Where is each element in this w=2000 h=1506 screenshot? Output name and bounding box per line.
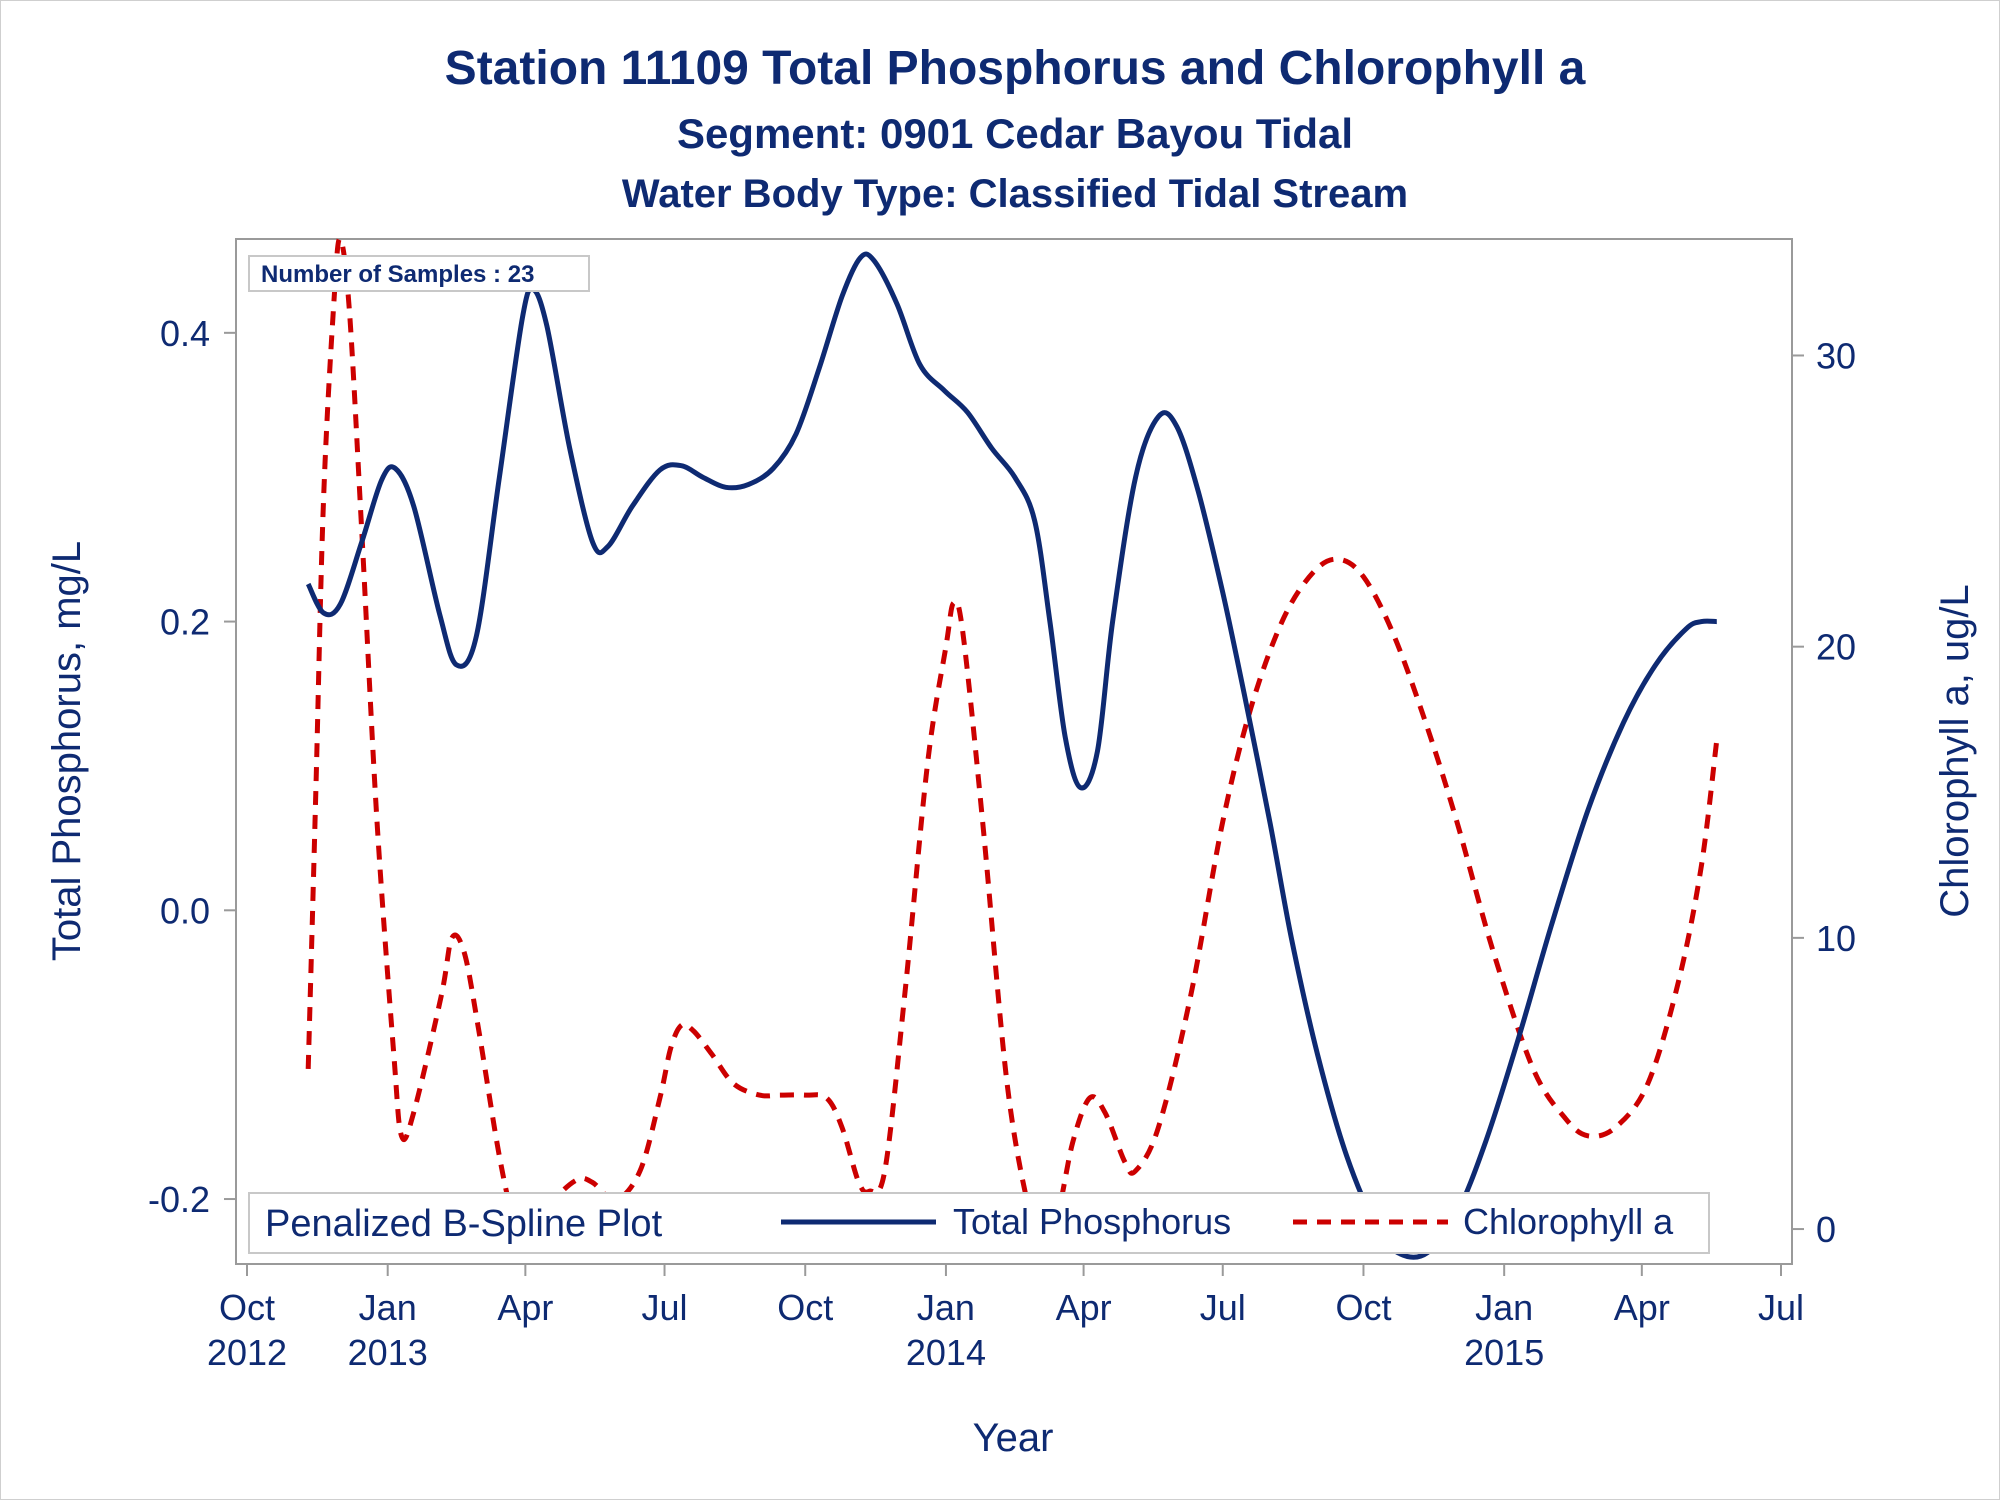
x-tick-label: Jan [359, 1287, 417, 1328]
y-left-tick-label: 0.2 [160, 602, 210, 643]
plot-area [235, 238, 1793, 1265]
y-axis-right: 0 10 20 30 [1792, 335, 1856, 1250]
series-line-chlorophyll-a [305, 236, 1720, 1247]
legend-label-phosphorus: Total Phosphorus [953, 1201, 1231, 1242]
x-tick-year-label: 2014 [906, 1332, 986, 1373]
x-tick-label: Apr [497, 1287, 553, 1328]
x-tick-label: Apr [1056, 1287, 1112, 1328]
y-axis-right-label: Chlorophyll a, ug/L [1933, 584, 1977, 918]
x-tick-label: Oct [1335, 1287, 1391, 1328]
chart-subtitle: Segment: 0901 Cedar Bayou Tidal [677, 110, 1353, 157]
x-tick-label: Oct [777, 1287, 833, 1328]
y-left-tick-label: 0.4 [160, 313, 210, 354]
x-tick-label: Jul [642, 1287, 688, 1328]
x-tick-year-label: 2012 [207, 1332, 287, 1373]
chart-title: Station 11109 Total Phosphorus and Chlor… [445, 42, 1586, 95]
sample-count-box: Number of Samples : 23 [248, 255, 590, 292]
x-tick-label: Jan [1475, 1287, 1533, 1328]
legend-label-chlorophyll: Chlorophyll a [1463, 1201, 1674, 1242]
x-tick-year-label: 2015 [1464, 1332, 1544, 1373]
series-line-total-phosphorus [305, 251, 1717, 1260]
x-tick-label: Jul [1758, 1287, 1804, 1328]
sample-count-label: Number of Samples : 23 [261, 261, 534, 288]
series-layer [305, 236, 1720, 1260]
x-tick-label: Apr [1614, 1287, 1670, 1328]
y-right-tick-label: 30 [1816, 335, 1856, 376]
y-right-tick-label: 20 [1816, 627, 1856, 668]
x-tick-label: Oct [219, 1287, 275, 1328]
y-right-tick-label: 10 [1816, 918, 1856, 959]
legend-title: Penalized B-Spline Plot [265, 1203, 663, 1245]
x-tick-year-label: 2013 [348, 1332, 428, 1373]
x-tick-label: Jan [917, 1287, 975, 1328]
legend: Penalized B-Spline Plot Total Phosphorus… [248, 1192, 1710, 1254]
y-left-tick-label: 0.0 [160, 890, 210, 931]
chart-subtitle-2: Water Body Type: Classified Tidal Stream [622, 172, 1408, 216]
x-axis-label: Year [973, 1416, 1054, 1460]
legend-box [248, 1192, 1710, 1254]
y-right-tick-label: 0 [1816, 1209, 1836, 1250]
y-left-tick-label: -0.2 [148, 1179, 210, 1220]
x-tick-label: Jul [1200, 1287, 1246, 1328]
y-axis-left-label: Total Phosphorus, mg/L [45, 541, 89, 961]
y-axis-left: -0.2 0.0 0.2 0.4 [148, 313, 236, 1220]
